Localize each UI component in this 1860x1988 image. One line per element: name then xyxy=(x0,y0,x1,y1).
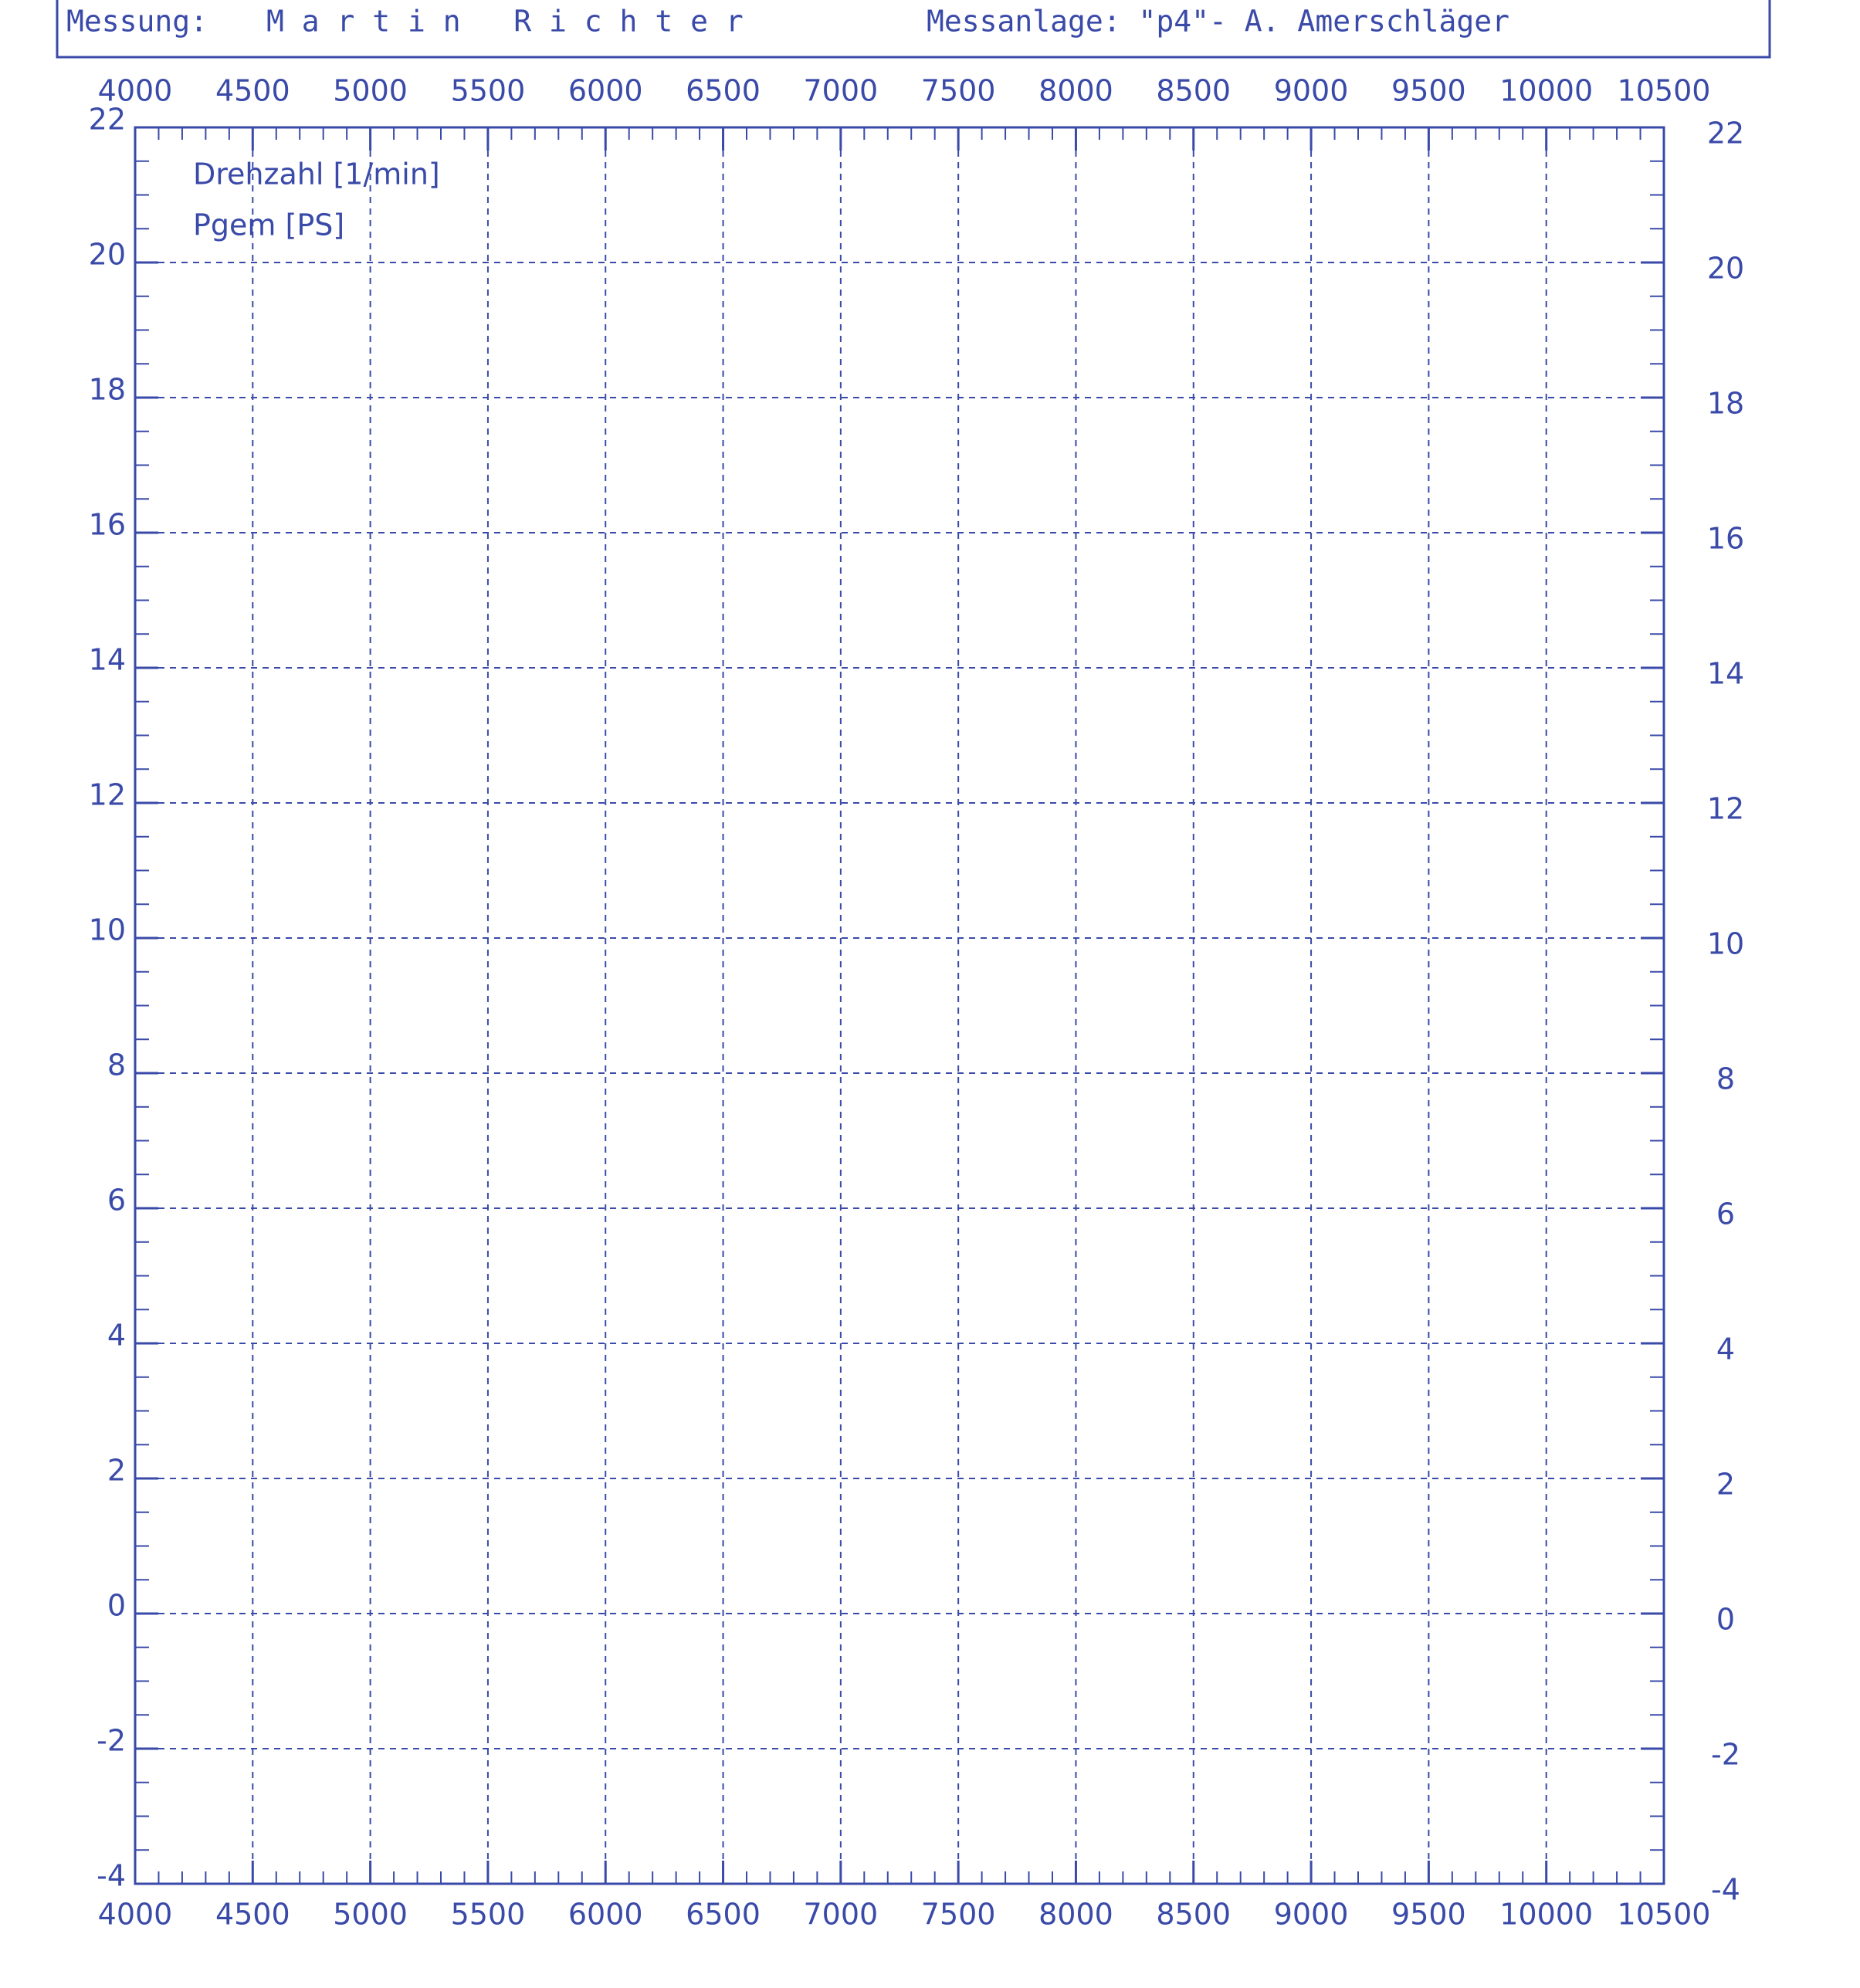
x-tick-label-top: 5500 xyxy=(451,74,526,108)
x-tick-label: 9500 xyxy=(1391,1898,1466,1932)
y-tick-label-right: 6 xyxy=(1716,1197,1735,1231)
header-system: Messanlage: "p4"- A. Amerschläger xyxy=(927,5,1509,39)
x-tick-label: 8500 xyxy=(1156,1898,1231,1932)
y-tick-label: 14 xyxy=(89,643,126,677)
y-tick-label: 20 xyxy=(89,238,126,272)
y-tick-label: 16 xyxy=(89,508,126,542)
y-tick-label-right: 8 xyxy=(1716,1062,1735,1096)
y-tick-label-right: 16 xyxy=(1707,522,1744,556)
x-tick-label-top: 5000 xyxy=(333,74,408,108)
y-tick-label: -4 xyxy=(97,1859,126,1893)
y-tick-label-right: -2 xyxy=(1711,1738,1740,1772)
x-tick-label-top: 4500 xyxy=(215,74,290,108)
x-tick-label: 10000 xyxy=(1499,1898,1593,1932)
y-tick-label: 0 xyxy=(107,1589,126,1623)
y-tick-label: 6 xyxy=(107,1184,126,1218)
y-tick-label-right: 4 xyxy=(1716,1333,1735,1367)
header-label: Messung: xyxy=(66,5,208,39)
x-tick-label-top: 9500 xyxy=(1391,74,1466,108)
y-tick-label-right: 10 xyxy=(1707,927,1744,961)
y-axis-label: Pgem [PS] xyxy=(193,208,344,242)
x-tick-label-top: 7500 xyxy=(921,74,996,108)
x-tick-label: 4000 xyxy=(98,1898,173,1932)
y-tick-label: 10 xyxy=(89,913,126,947)
y-tick-label: 22 xyxy=(89,103,126,137)
y-tick-label-right: 0 xyxy=(1716,1603,1735,1637)
header-box xyxy=(56,0,1771,59)
y-tick-label-right: 12 xyxy=(1707,792,1744,826)
x-tick-label-top: 10000 xyxy=(1499,74,1593,108)
y-tick-label-right: -4 xyxy=(1711,1873,1740,1907)
y-tick-label-right: 14 xyxy=(1707,657,1744,691)
x-tick-label: 4500 xyxy=(215,1898,290,1932)
x-tick-label-top: 4000 xyxy=(98,74,173,108)
x-tick-label: 5000 xyxy=(333,1898,408,1932)
x-tick-label-top: 7000 xyxy=(803,74,878,108)
header-name: M a r t i n R i c h t e r xyxy=(266,5,744,39)
y-tick-label-right: 22 xyxy=(1707,117,1744,151)
y-tick-label: -2 xyxy=(97,1724,126,1758)
y-tick-label: 8 xyxy=(107,1048,126,1082)
x-tick-label-top: 6000 xyxy=(568,74,643,108)
x-axis-label: Drehzahl [1/min] xyxy=(193,157,440,191)
y-tick-label-right: 18 xyxy=(1707,387,1744,421)
y-tick-label-right: 2 xyxy=(1716,1468,1735,1502)
x-tick-label-top: 6500 xyxy=(686,74,761,108)
x-tick-label: 10500 xyxy=(1618,1898,1711,1932)
x-tick-label-top: 8000 xyxy=(1038,74,1113,108)
x-tick-label: 6000 xyxy=(568,1898,643,1932)
x-tick-label: 5500 xyxy=(451,1898,526,1932)
y-tick-label: 18 xyxy=(89,373,126,407)
y-tick-label-right: 20 xyxy=(1707,252,1744,286)
plot-frame xyxy=(134,126,1665,1885)
x-tick-label: 7000 xyxy=(803,1898,878,1932)
x-tick-label: 9000 xyxy=(1274,1898,1349,1932)
y-tick-label: 4 xyxy=(107,1319,126,1353)
x-tick-label: 8000 xyxy=(1038,1898,1113,1932)
x-tick-label: 7500 xyxy=(921,1898,996,1932)
x-tick-label-top: 10500 xyxy=(1618,74,1711,108)
x-tick-label-top: 9000 xyxy=(1274,74,1349,108)
y-tick-label: 12 xyxy=(89,778,126,812)
x-tick-label-top: 8500 xyxy=(1156,74,1231,108)
x-tick-label: 6500 xyxy=(686,1898,761,1932)
y-tick-label: 2 xyxy=(107,1454,126,1488)
